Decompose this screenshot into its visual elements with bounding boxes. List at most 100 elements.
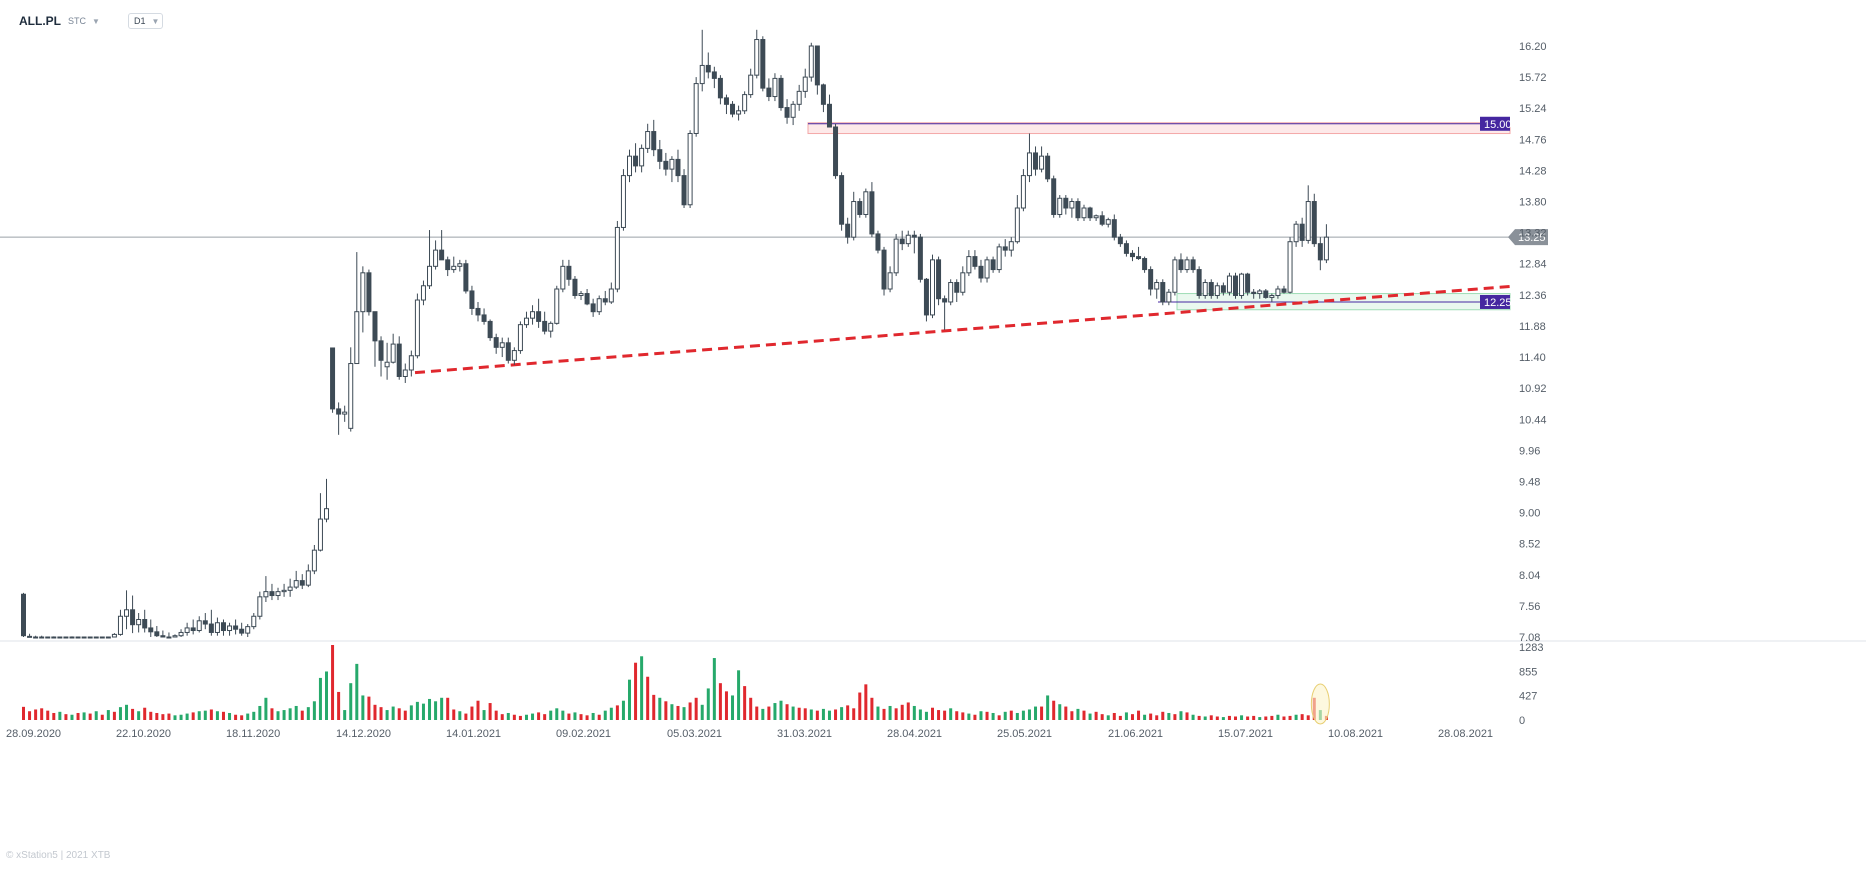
candle-body [1275, 288, 1281, 296]
candle-body [354, 311, 360, 365]
volume-bar [549, 710, 553, 720]
volume-bar [961, 712, 965, 720]
volume-bar [1100, 714, 1104, 720]
candle-body [1014, 207, 1020, 243]
y-tick-label: 10.44 [1519, 414, 1547, 426]
volume-bar [779, 700, 783, 720]
candle-body [439, 249, 445, 261]
candle-body [433, 249, 439, 267]
candle-body [317, 518, 323, 551]
volume-bar [488, 703, 492, 720]
volume-bar [458, 711, 462, 720]
volume-bar [997, 715, 1001, 720]
volume-bar [585, 715, 589, 720]
candle-body [136, 619, 142, 626]
volume-bar [464, 713, 468, 720]
volume-bar [494, 710, 498, 720]
candle-body [984, 259, 990, 279]
candle-body [269, 591, 275, 597]
volume-bar [367, 696, 371, 720]
volume-bar [870, 697, 874, 720]
volume-layer [22, 645, 1330, 725]
candle-body [63, 636, 69, 639]
volume-bar [561, 710, 565, 720]
volume-bar [955, 711, 959, 720]
candle-body [1196, 269, 1202, 296]
volume-bar [991, 712, 995, 720]
timeframe-label: D1 [134, 16, 146, 26]
x-tick-label: 15.07.2021 [1218, 728, 1273, 740]
trendline-layer [414, 284, 1511, 375]
symbol-label[interactable]: ALL.PL [19, 14, 61, 28]
candle-body [923, 278, 929, 316]
volume-bar [937, 710, 941, 720]
candle-body [1123, 243, 1129, 254]
candle-body [481, 314, 487, 322]
candle-body [566, 265, 572, 280]
candle-body [633, 155, 639, 167]
candle-body [1178, 259, 1184, 271]
candle-body [1287, 241, 1293, 293]
volume-bar [840, 707, 844, 720]
candle-body [693, 83, 699, 134]
timeframe-dropdown[interactable]: D1 ▼ [128, 13, 163, 29]
volume-bar [749, 697, 753, 720]
candle-body [1117, 236, 1123, 245]
volume-bar [1137, 710, 1141, 720]
x-tick-label: 14.12.2020 [336, 728, 391, 740]
volume-bar [864, 684, 868, 720]
volume-bar [834, 709, 838, 720]
candle-body [384, 361, 390, 368]
volume-bar [918, 709, 922, 720]
watermark: © xStation5 | 2021 XTB [6, 850, 111, 861]
volume-bar [385, 710, 389, 720]
candle-body [687, 132, 693, 206]
candle-body [784, 107, 790, 118]
candle-body [608, 288, 614, 303]
volume-bar [452, 709, 456, 720]
candle-body [75, 636, 81, 639]
volume-bar [1197, 715, 1201, 720]
candle-body [148, 627, 154, 633]
volume-bar [215, 711, 219, 720]
candle-body [324, 508, 329, 520]
volume-bar [312, 701, 316, 720]
candle-body [372, 311, 378, 342]
volume-bar [167, 713, 171, 720]
resistance-zone [807, 122, 1511, 135]
volume-bar [1155, 715, 1159, 720]
candle-body [736, 110, 742, 115]
volume-bar [543, 714, 547, 720]
candle-body [487, 320, 493, 339]
volume-bar [94, 711, 98, 720]
candle-body [493, 337, 499, 348]
volume-bar [555, 708, 559, 720]
candle-body [130, 609, 136, 626]
volume-bar [573, 712, 577, 720]
candle-body [160, 635, 166, 638]
volume-bar [912, 705, 916, 720]
volume-bar [888, 705, 892, 720]
volume-bar [634, 662, 638, 720]
candle-body [790, 103, 796, 118]
volume-bar [209, 709, 213, 720]
volume-bar [361, 695, 365, 720]
volume-bar [1282, 716, 1286, 720]
candle-body [214, 622, 220, 633]
volume-bar [537, 712, 541, 720]
candle-body [651, 131, 657, 151]
current-price-label: 13.25 [1518, 232, 1546, 244]
candle-body [845, 223, 851, 238]
candle-body [675, 158, 681, 177]
candle-body [39, 636, 45, 639]
volume-bar [1264, 716, 1268, 720]
volume-bar [979, 711, 983, 720]
candle-body [299, 580, 305, 586]
volume-bar [803, 708, 807, 720]
candle-body [196, 620, 202, 632]
chart-type-dropdown[interactable]: STC ▼ [68, 16, 100, 26]
candle-body [287, 586, 293, 591]
volume-bar [409, 705, 413, 720]
candle-body [348, 363, 354, 429]
